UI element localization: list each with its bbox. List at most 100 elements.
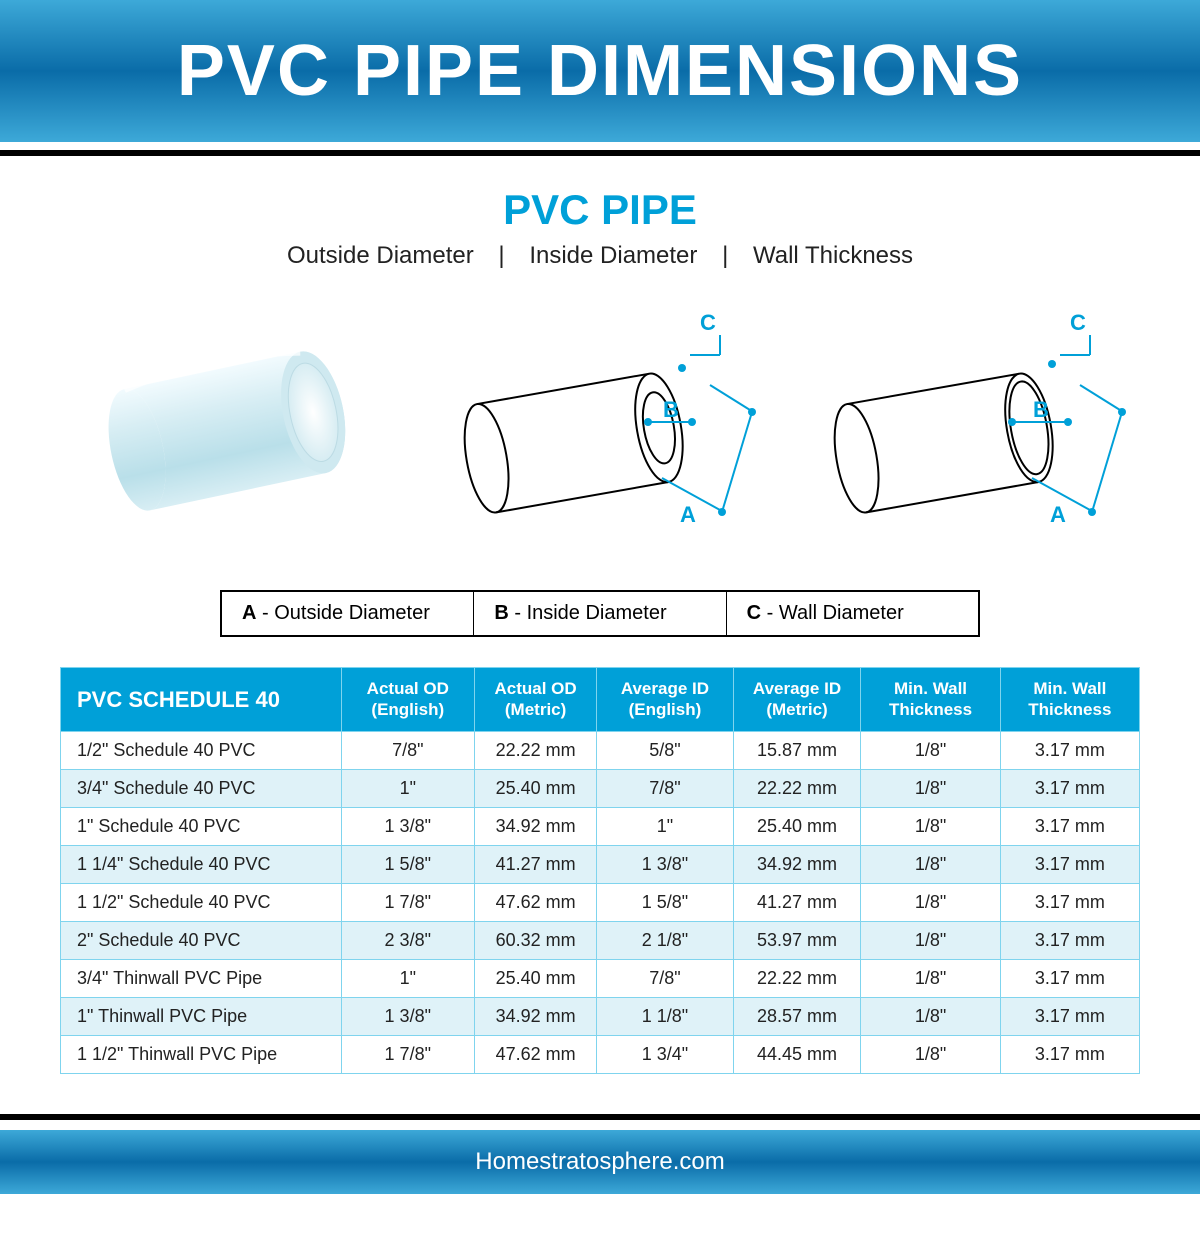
- table-cell: 7/8": [341, 731, 474, 769]
- legend-a: A - Outside Diameter: [222, 592, 474, 635]
- page-title: PVC PIPE DIMENSIONS: [0, 30, 1200, 112]
- table-cell: 41.27 mm: [475, 845, 597, 883]
- dim-c-label: C: [1070, 310, 1086, 335]
- table-cell: 1 1/2" Thinwall PVC Pipe: [61, 1035, 342, 1073]
- dim-inside-label: Inside Diameter: [529, 242, 697, 269]
- col-id-english: Average ID (English): [597, 668, 734, 732]
- table-cell: 41.27 mm: [733, 883, 861, 921]
- table-cell: 1": [341, 959, 474, 997]
- table-row: 1" Thinwall PVC Pipe1 3/8"34.92 mm1 1/8"…: [61, 997, 1140, 1035]
- table-cell: 22.22 mm: [475, 731, 597, 769]
- table-cell: 28.57 mm: [733, 997, 861, 1035]
- pipe-thin-diagram: C B A: [780, 300, 1140, 560]
- dim-outside-label: Outside Diameter: [287, 242, 474, 269]
- table-cell: 53.97 mm: [733, 921, 861, 959]
- table-cell: 3/4" Schedule 40 PVC: [61, 769, 342, 807]
- table-header-row: PVC SCHEDULE 40 Actual OD (English) Actu…: [61, 668, 1140, 732]
- table-cell: 1 3/4": [597, 1035, 734, 1073]
- table-cell: 1 3/8": [597, 845, 734, 883]
- table-cell: 47.62 mm: [475, 1035, 597, 1073]
- table-row: 1 1/4" Schedule 40 PVC1 5/8"41.27 mm1 3/…: [61, 845, 1140, 883]
- table-row: 3/4" Thinwall PVC Pipe1"25.40 mm7/8"22.2…: [61, 959, 1140, 997]
- dimension-labels: Outside Diameter | Inside Diameter | Wal…: [60, 242, 1140, 270]
- table-cell: 25.40 mm: [475, 769, 597, 807]
- table-cell: 2 3/8": [341, 921, 474, 959]
- table-cell: 1 5/8": [341, 845, 474, 883]
- table-cell: 3.17 mm: [1000, 883, 1139, 921]
- pipe-thick-diagram: C B A: [410, 300, 770, 560]
- col-name: PVC SCHEDULE 40: [61, 668, 342, 732]
- table-cell: 44.45 mm: [733, 1035, 861, 1073]
- table-cell: 1 7/8": [341, 883, 474, 921]
- table-cell: 5/8": [597, 731, 734, 769]
- table-cell: 2 1/8": [597, 921, 734, 959]
- table-cell: 1" Schedule 40 PVC: [61, 807, 342, 845]
- table-cell: 25.40 mm: [475, 959, 597, 997]
- table-row: 1 1/2" Schedule 40 PVC1 7/8"47.62 mm1 5/…: [61, 883, 1140, 921]
- table-cell: 7/8": [597, 959, 734, 997]
- table-cell: 3/4" Thinwall PVC Pipe: [61, 959, 342, 997]
- divider-bottom: [0, 1114, 1200, 1120]
- table-cell: 1/8": [861, 959, 1000, 997]
- col-od-english: Actual OD (English): [341, 668, 474, 732]
- table-cell: 25.40 mm: [733, 807, 861, 845]
- legend-c: C - Wall Diameter: [727, 592, 978, 635]
- pvc-dimensions-table: PVC SCHEDULE 40 Actual OD (English) Actu…: [60, 667, 1140, 1074]
- table-cell: 1" Thinwall PVC Pipe: [61, 997, 342, 1035]
- table-cell: 1 3/8": [341, 997, 474, 1035]
- separator: |: [498, 242, 504, 269]
- table-cell: 1/8": [861, 807, 1000, 845]
- table-row: 1" Schedule 40 PVC1 3/8"34.92 mm1"25.40 …: [61, 807, 1140, 845]
- legend-box: A - Outside Diameter B - Inside Diameter…: [220, 590, 980, 637]
- table-row: 3/4" Schedule 40 PVC1"25.40 mm7/8"22.22 …: [61, 769, 1140, 807]
- table-cell: 3.17 mm: [1000, 731, 1139, 769]
- table-cell: 15.87 mm: [733, 731, 861, 769]
- header-banner: PVC PIPE DIMENSIONS: [0, 0, 1200, 142]
- subtitle: PVC PIPE: [60, 186, 1140, 234]
- col-od-metric: Actual OD (Metric): [475, 668, 597, 732]
- separator: |: [722, 242, 728, 269]
- table-cell: 2" Schedule 40 PVC: [61, 921, 342, 959]
- table-cell: 34.92 mm: [475, 807, 597, 845]
- table-cell: 3.17 mm: [1000, 807, 1139, 845]
- table-cell: 1/2" Schedule 40 PVC: [61, 731, 342, 769]
- col-id-metric: Average ID (Metric): [733, 668, 861, 732]
- dim-c-label: C: [700, 310, 716, 335]
- table-row: 1/2" Schedule 40 PVC7/8"22.22 mm5/8"15.8…: [61, 731, 1140, 769]
- table-cell: 1/8": [861, 1035, 1000, 1073]
- table-cell: 1/8": [861, 845, 1000, 883]
- legend-b: B - Inside Diameter: [474, 592, 726, 635]
- table-cell: 1 1/4" Schedule 40 PVC: [61, 845, 342, 883]
- table-cell: 1 1/8": [597, 997, 734, 1035]
- table-cell: 3.17 mm: [1000, 1035, 1139, 1073]
- dim-a-label: A: [680, 502, 696, 527]
- dim-wall-label: Wall Thickness: [753, 242, 913, 269]
- table-cell: 47.62 mm: [475, 883, 597, 921]
- col-wall-2: Min. Wall Thickness: [1000, 668, 1139, 732]
- table-cell: 1 1/2" Schedule 40 PVC: [61, 883, 342, 921]
- table-cell: 34.92 mm: [475, 997, 597, 1035]
- table-cell: 1": [341, 769, 474, 807]
- table-cell: 1/8": [861, 769, 1000, 807]
- table-cell: 3.17 mm: [1000, 921, 1139, 959]
- pipe-render-diagram: [60, 320, 400, 540]
- dim-b-label: B: [663, 397, 679, 422]
- table-cell: 1 5/8": [597, 883, 734, 921]
- table-cell: 22.22 mm: [733, 769, 861, 807]
- table-cell: 3.17 mm: [1000, 959, 1139, 997]
- table-row: 2" Schedule 40 PVC2 3/8"60.32 mm2 1/8"53…: [61, 921, 1140, 959]
- table-cell: 1 7/8": [341, 1035, 474, 1073]
- footer-banner: Homestratosphere.com: [0, 1130, 1200, 1194]
- table-cell: 1 3/8": [341, 807, 474, 845]
- table-cell: 1/8": [861, 921, 1000, 959]
- table-cell: 22.22 mm: [733, 959, 861, 997]
- content-area: PVC PIPE Outside Diameter | Inside Diame…: [0, 156, 1200, 1094]
- table-cell: 1/8": [861, 731, 1000, 769]
- table-cell: 60.32 mm: [475, 921, 597, 959]
- table-row: 1 1/2" Thinwall PVC Pipe1 7/8"47.62 mm1 …: [61, 1035, 1140, 1073]
- table-cell: 3.17 mm: [1000, 769, 1139, 807]
- table-cell: 1/8": [861, 997, 1000, 1035]
- dim-b-label: B: [1033, 397, 1049, 422]
- dim-a-label: A: [1050, 502, 1066, 527]
- table-cell: 34.92 mm: [733, 845, 861, 883]
